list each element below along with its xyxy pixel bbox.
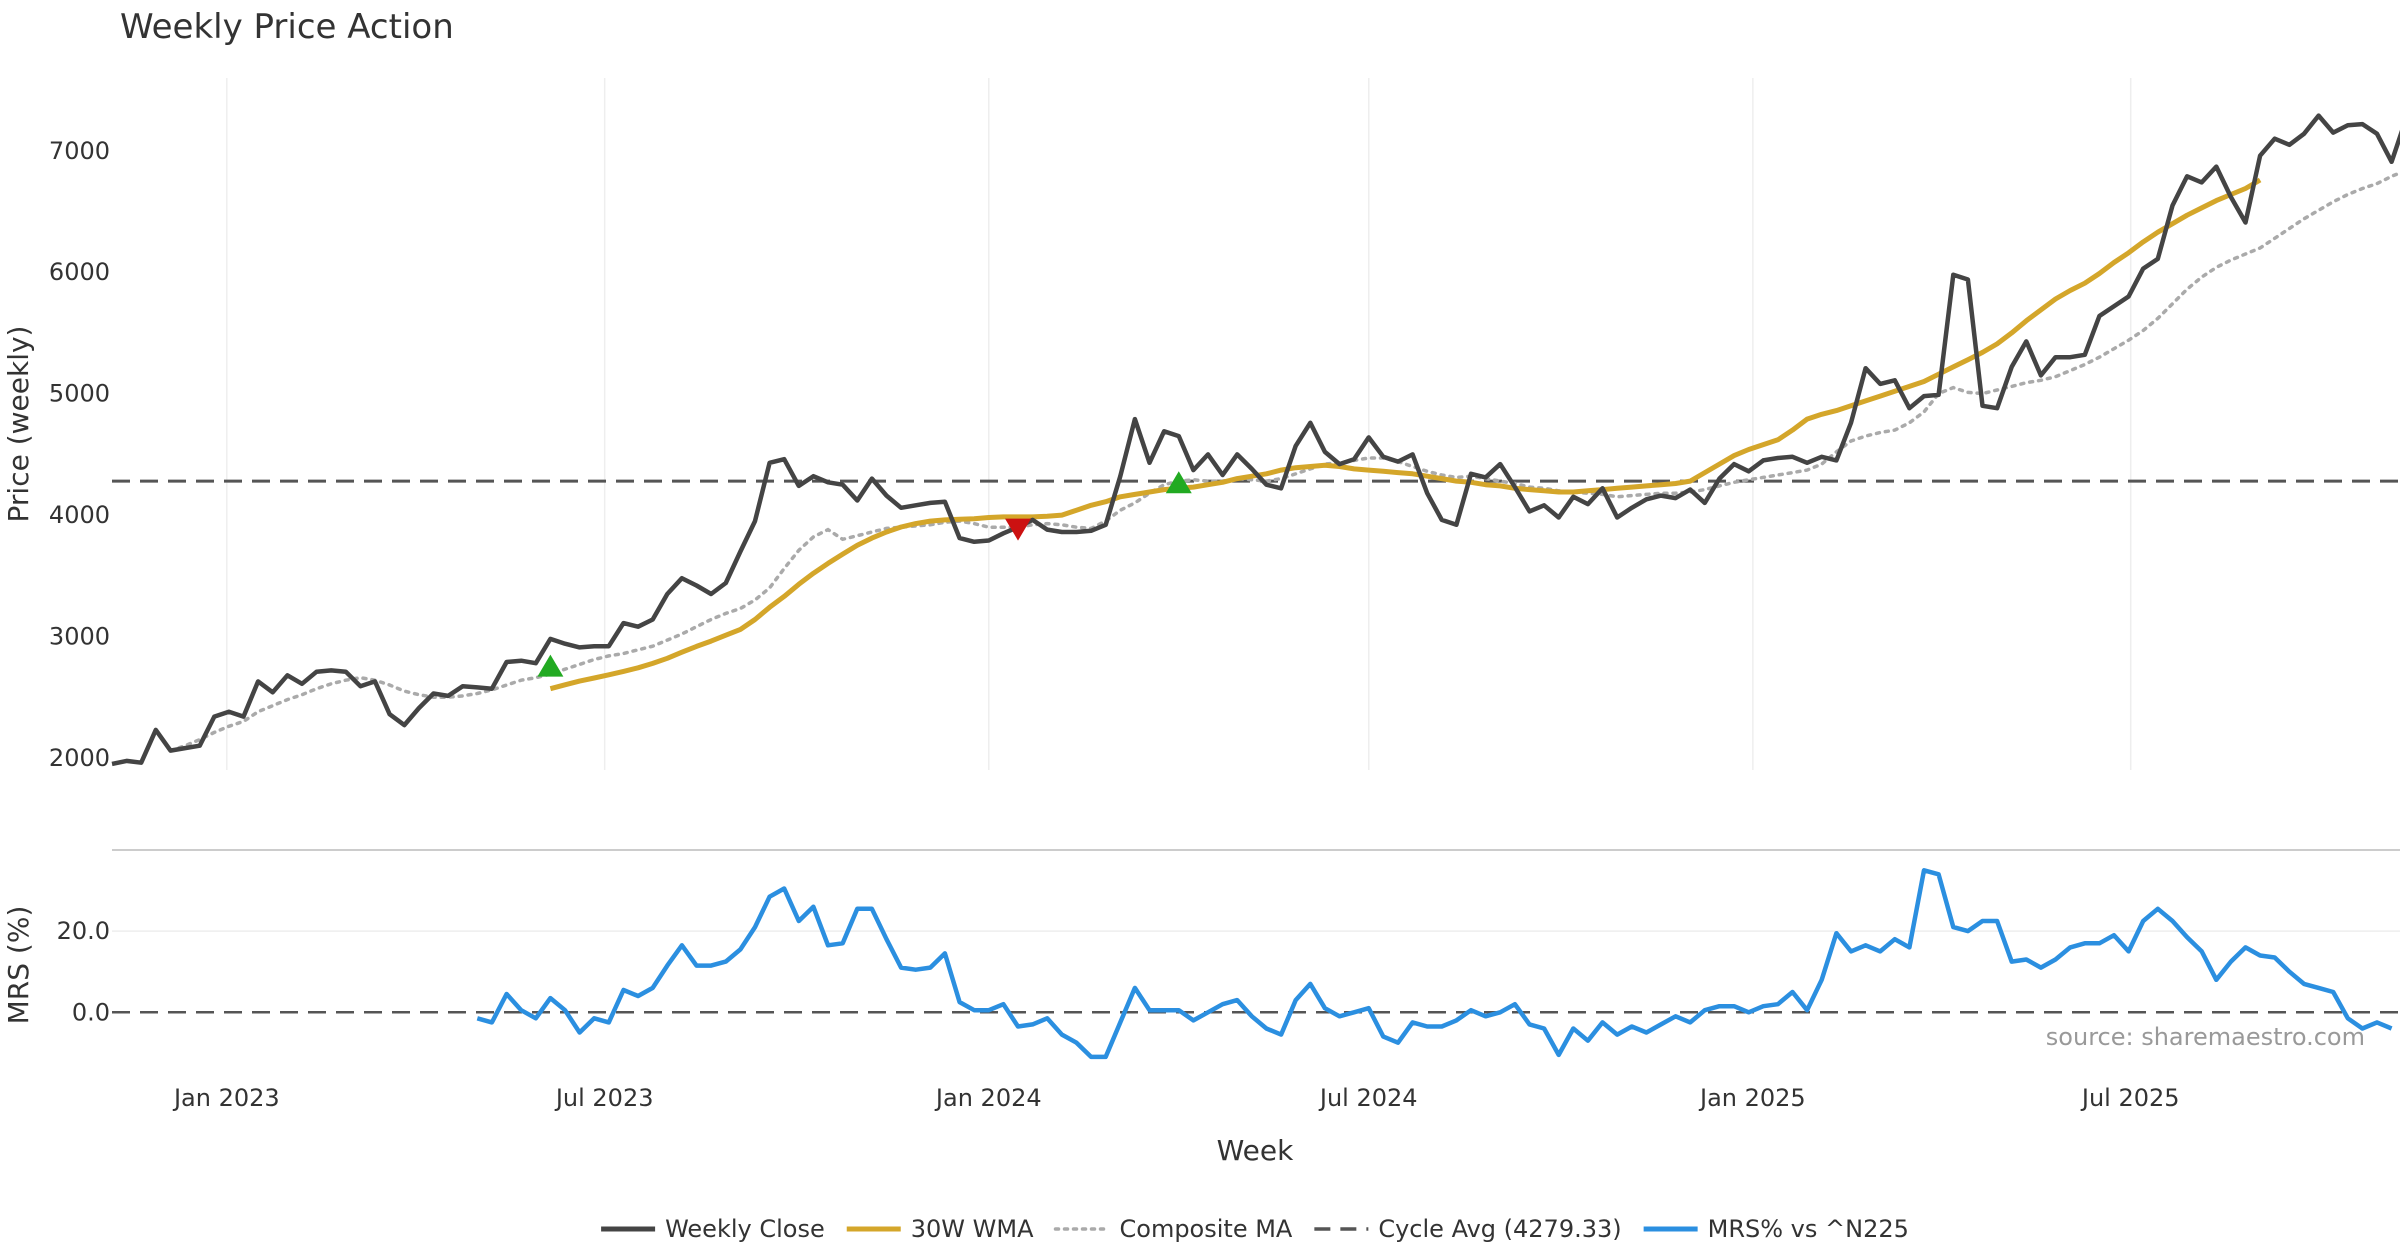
legend-label: MRS% vs ^N225 <box>1708 1215 1909 1243</box>
price-y-ticks: 2000 3000 4000 5000 6000 7000 <box>49 137 110 772</box>
buy-signal-marker <box>537 654 564 677</box>
mrs-y-axis-label: MRS (%) <box>2 906 35 1025</box>
legend-label: Weekly Close <box>665 1215 825 1243</box>
source-annotation: source: sharemaestro.com <box>2046 1023 2365 1051</box>
sell-signal-marker <box>1005 518 1032 541</box>
legend: Weekly Close 30W WMA Composite MA Cycle Avg… <box>601 1215 1909 1243</box>
price-y-tick-label: 2000 <box>49 744 110 772</box>
wma-series <box>549 177 2262 692</box>
weekly-close-line <box>111 113 2400 767</box>
price-y-tick-label: 6000 <box>49 258 110 286</box>
mrs-y-tick-label: 0.0 <box>72 998 110 1026</box>
x-tick-label: Jan 2025 <box>1698 1084 1806 1112</box>
price-y-tick-label: 4000 <box>49 501 110 529</box>
buy-signal-marker <box>1165 471 1192 494</box>
x-tick-label: Jul 2024 <box>1318 1084 1418 1112</box>
chart-title: Weekly Price Action <box>120 7 454 47</box>
wma-30w-line <box>549 177 2262 692</box>
signal-markers <box>537 471 1192 677</box>
x-tick-label: Jan 2024 <box>934 1084 1042 1112</box>
mrs-line <box>476 868 2393 1060</box>
legend-label: Composite MA <box>1120 1215 1293 1243</box>
mrs-series <box>476 868 2393 1060</box>
x-tick-label: Jan 2023 <box>172 1084 280 1112</box>
legend-label: Cycle Avg (4279.33) <box>1378 1215 1621 1243</box>
price-grid <box>226 78 2132 770</box>
price-y-tick-label: 5000 <box>49 380 110 408</box>
price-y-tick-label: 7000 <box>49 137 110 165</box>
legend-label: 30W WMA <box>911 1215 1034 1243</box>
x-tick-label: Jul 2025 <box>2080 1084 2180 1112</box>
price-y-tick-label: 3000 <box>49 622 110 650</box>
price-y-axis-label: Price (weekly) <box>2 326 35 523</box>
mrs-y-ticks: 0.0 20.0 <box>57 917 110 1026</box>
weekly-close-series <box>111 113 2400 767</box>
x-axis-label: Week <box>1217 1134 1294 1167</box>
mrs-y-tick-label: 20.0 <box>57 917 110 945</box>
x-axis-ticks: Jan 2023 Jul 2023 Jan 2024 Jul 2024 Jan 2025… <box>172 1084 2180 1112</box>
x-tick-label: Jul 2023 <box>554 1084 654 1112</box>
